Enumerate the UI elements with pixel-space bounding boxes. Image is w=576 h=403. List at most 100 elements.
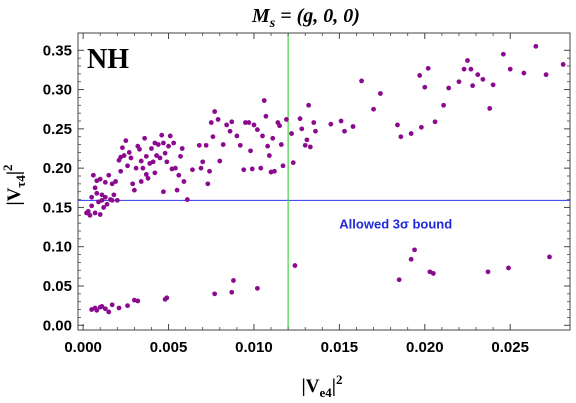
data-point	[203, 142, 209, 148]
reference-lines	[78, 33, 570, 330]
data-point	[254, 127, 260, 133]
data-point	[130, 181, 136, 187]
data-point	[263, 113, 269, 119]
data-point	[109, 181, 115, 187]
x-tick-label: 0.005	[150, 339, 188, 356]
data-point	[154, 153, 159, 158]
xlabel-left: |	[302, 376, 306, 397]
data-point	[313, 128, 318, 134]
y-tick-label: 0.35	[43, 42, 72, 59]
data-point	[120, 145, 125, 151]
data-point	[299, 126, 305, 132]
data-point	[266, 153, 272, 158]
data-point	[123, 138, 129, 144]
data-point	[137, 146, 142, 152]
data-point	[138, 158, 144, 164]
data-point	[446, 85, 452, 91]
data-point	[126, 150, 132, 155]
data-point	[408, 256, 414, 262]
data-point	[461, 66, 467, 72]
svg-text:Ms = (g, 0, 0): Ms = (g, 0, 0)	[251, 5, 360, 31]
data-point	[210, 134, 216, 140]
data-point	[178, 153, 183, 159]
title-main: M	[251, 5, 271, 27]
data-point	[196, 142, 202, 148]
data-point	[485, 269, 491, 275]
svg-text:|Ve4|2: |Ve4|2	[302, 372, 343, 400]
data-point	[125, 303, 130, 309]
data-point	[425, 65, 431, 71]
data-point	[152, 170, 158, 176]
data-point	[109, 302, 115, 308]
data-point	[143, 153, 149, 159]
data-point	[258, 165, 264, 171]
data-point	[289, 131, 294, 136]
data-point	[265, 143, 271, 149]
data-point	[328, 121, 334, 127]
data-point	[311, 120, 317, 125]
data-point	[172, 165, 178, 171]
data-point	[456, 79, 462, 85]
y-tick-label: 0.05	[43, 278, 72, 295]
data-point	[246, 120, 252, 125]
data-point	[261, 98, 267, 103]
data-point	[249, 166, 255, 172]
data-point	[533, 43, 539, 49]
data-point	[99, 192, 105, 198]
xlabel-main: V	[306, 376, 320, 397]
data-point	[302, 142, 308, 148]
data-point	[166, 143, 171, 149]
data-points	[84, 43, 566, 315]
y-tick-label: 0.25	[43, 121, 72, 138]
data-point	[465, 58, 470, 63]
y-tick-label: 0.00	[43, 317, 72, 334]
x-axis-label: |Ve4|2	[302, 372, 343, 400]
data-point	[412, 247, 417, 253]
xlabel-sup: 2	[336, 372, 343, 387]
x-tick-label: 0.010	[235, 339, 273, 356]
xlabel-sub: e4	[319, 385, 332, 400]
x-tick-label: 0.000	[64, 339, 102, 356]
data-point	[243, 120, 248, 125]
data-point	[217, 158, 223, 164]
data-point	[251, 122, 257, 128]
data-point	[97, 176, 103, 182]
data-point	[342, 128, 347, 134]
data-point	[208, 120, 214, 125]
data-point	[395, 122, 400, 128]
data-point	[114, 197, 120, 203]
data-point	[157, 155, 163, 161]
data-point	[307, 144, 313, 150]
data-point	[140, 165, 146, 171]
data-point	[121, 153, 127, 158]
data-point	[128, 155, 134, 161]
title-sub: s	[269, 16, 276, 31]
data-point	[150, 159, 156, 165]
data-point	[97, 212, 103, 217]
data-point	[155, 142, 161, 147]
data-point	[212, 109, 218, 114]
data-point	[176, 172, 182, 178]
data-point	[521, 70, 527, 76]
data-point	[94, 190, 100, 196]
data-point	[229, 289, 235, 295]
data-point	[297, 116, 303, 122]
data-point	[418, 124, 424, 130]
data-point	[231, 278, 236, 283]
x-axis-ticks: 0.000 0.005 0.010 0.015 0.020 0.025	[64, 33, 529, 356]
x-tick-label: 0.020	[406, 339, 444, 356]
bound-annotation: Allowed 3σ bound	[339, 217, 452, 232]
data-point	[396, 277, 402, 283]
x-tick-label: 0.015	[321, 339, 359, 356]
data-point	[102, 179, 108, 185]
data-point	[207, 168, 212, 174]
data-point	[500, 51, 506, 57]
data-point	[248, 148, 253, 154]
x-tick-label: 0.025	[491, 339, 529, 356]
data-point	[125, 163, 130, 169]
data-point	[475, 72, 481, 78]
data-point	[220, 142, 226, 147]
data-point	[371, 106, 376, 112]
data-point	[212, 291, 218, 297]
